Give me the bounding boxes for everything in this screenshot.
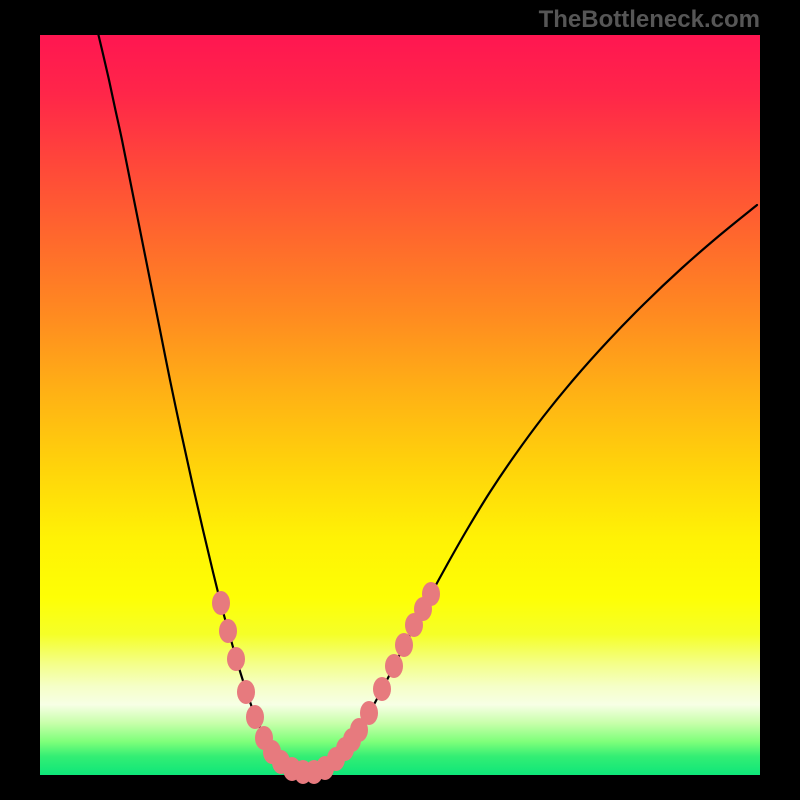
chart-svg	[0, 0, 800, 800]
data-marker	[227, 647, 245, 671]
data-marker	[385, 654, 403, 678]
data-marker	[212, 591, 230, 615]
data-marker	[422, 582, 440, 606]
data-marker	[395, 633, 413, 657]
chart-root: TheBottleneck.com	[0, 0, 800, 800]
data-marker	[237, 680, 255, 704]
data-markers	[212, 582, 440, 784]
curve-left	[98, 33, 305, 773]
curve-right	[305, 205, 757, 773]
data-marker	[373, 677, 391, 701]
data-marker	[246, 705, 264, 729]
data-marker	[219, 619, 237, 643]
data-marker	[360, 701, 378, 725]
